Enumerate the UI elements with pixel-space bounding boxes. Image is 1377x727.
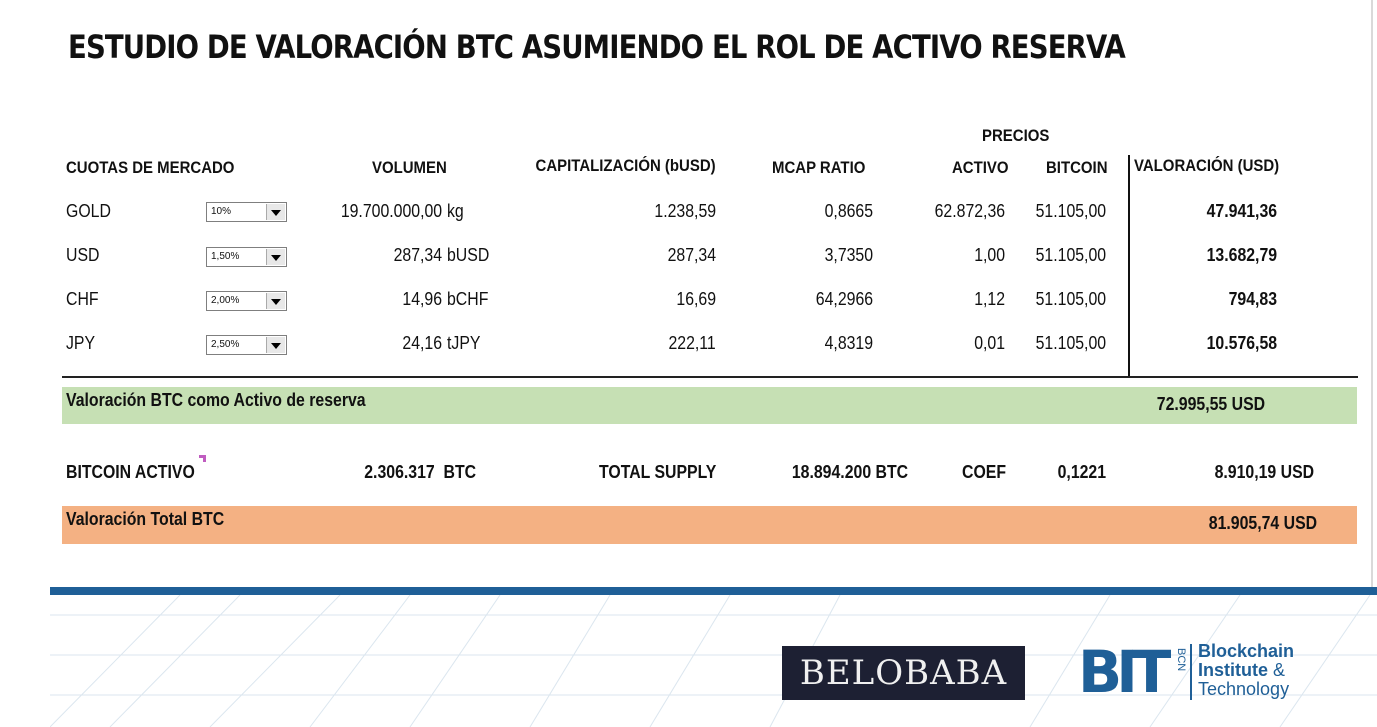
footer-lines-graphic (50, 595, 1377, 727)
total-amount: 81.905,74 (1208, 513, 1280, 533)
asset-price: 1,12 (974, 289, 1005, 309)
btc-price: 51.105,00 (1035, 201, 1106, 221)
volume-unit: bCHF (447, 289, 489, 309)
valuation-value: 794,83 (1228, 289, 1277, 309)
asset-price: 0,01 (974, 333, 1005, 353)
share-dropdown[interactable]: 10% (206, 202, 287, 222)
blockchain-institute-logo: BIT BCN Blockchain Institute & Technolog… (1078, 642, 1318, 704)
ratio-value: 64,2966 (815, 289, 873, 309)
volume-unit: bUSD (447, 245, 490, 265)
reserve-value: 72.995,55 (1156, 394, 1228, 414)
logo-text: Blockchain Institute & Technology (1198, 642, 1294, 699)
header-precios: PRECIOS (982, 126, 1050, 145)
btc-amount-unit: BTC (443, 462, 476, 482)
header-activo: ACTIVO (952, 158, 1009, 177)
share-dropdown[interactable]: 2,00% (206, 291, 287, 311)
btc-price: 51.105,00 (1035, 245, 1106, 265)
volume-value: 19.700.000,00 (340, 201, 442, 221)
asset-name: USD (66, 245, 100, 265)
chevron-down-icon[interactable] (266, 337, 285, 353)
btc-price: 51.105,00 (1035, 333, 1106, 353)
btc-usd-value: 8.910,19 (1214, 462, 1277, 482)
asset-price: 1,00 (974, 245, 1005, 265)
btc-usd-unit: USD (1280, 462, 1314, 482)
coef-value: 0,1221 (1057, 462, 1106, 482)
share-value: 2,00% (211, 295, 240, 306)
btc-price: 51.105,00 (1035, 289, 1106, 309)
valuation-value: 47.941,36 (1206, 201, 1277, 221)
bitcoin-activo-amount: 2.306.317 BTC (364, 462, 476, 483)
volume-value: 14,96 (402, 289, 442, 309)
reserve-band (62, 387, 1357, 424)
share-dropdown[interactable]: 2,50% (206, 335, 287, 355)
bit-mark: BIT (1078, 638, 1171, 706)
belobaba-logo: BELOBABA (782, 646, 1025, 700)
bit-bcn: BCN (1175, 648, 1187, 672)
bitcoin-activo-label: BITCOIN ACTIVO (66, 462, 195, 482)
ratio-value: 3,7350 (824, 245, 873, 265)
share-dropdown[interactable]: 1,50% (206, 247, 287, 267)
ratio-value: 4,8319 (824, 333, 873, 353)
volume-value: 287,34 (393, 245, 442, 265)
volume-value: 24,16 (402, 333, 442, 353)
valuation-value: 10.576,58 (1206, 333, 1277, 353)
chevron-down-icon[interactable] (266, 204, 285, 220)
cap-value: 222,11 (668, 333, 716, 353)
volume-unit: kg (447, 201, 464, 221)
comment-indicator-icon[interactable] (199, 455, 206, 462)
reserve-total: 72.995,55 USD (1157, 394, 1265, 415)
chevron-down-icon[interactable] (266, 249, 285, 265)
page-title: ESTUDIO DE VALORACIÓN BTC ASUMIENDO EL R… (68, 28, 1126, 66)
footer-bar (50, 587, 1377, 595)
supply-unit: BTC (875, 462, 908, 482)
cap-value: 16,69 (676, 289, 716, 309)
asset-name: JPY (66, 333, 96, 353)
table-divider (62, 376, 1358, 378)
header-bitcoin: BITCOIN (1046, 158, 1108, 177)
share-value: 1,50% (211, 251, 240, 262)
total-band (62, 506, 1357, 544)
total-label: Valoración Total BTC (66, 509, 225, 529)
header-mcap-ratio: MCAP RATIO (772, 158, 866, 177)
valuation-divider (1128, 155, 1130, 377)
btc-amount: 2.306.317 (364, 462, 435, 482)
cap-value: 1.238,59 (654, 201, 716, 221)
header-volumen: VOLUMEN (372, 158, 447, 177)
footer-pattern (50, 595, 1377, 727)
asset-name: CHF (66, 289, 99, 309)
logo-line3: Technology (1198, 679, 1290, 699)
total-unit: USD (1283, 513, 1317, 533)
bitcoin-activo-value: 8.910,19 USD (1214, 462, 1314, 483)
logo-amp: & (1273, 660, 1286, 680)
sheet-edge (1371, 0, 1373, 590)
header-valoracion: VALORACIÓN (USD) (1134, 156, 1280, 175)
cap-value: 287,34 (667, 245, 716, 265)
valuation-value: 13.682,79 (1206, 245, 1277, 265)
logo-separator (1190, 644, 1192, 700)
total-supply: 18.894.200 BTC (792, 462, 908, 483)
asset-name: GOLD (66, 201, 111, 221)
header-cuotas: CUOTAS DE MERCADO (66, 158, 235, 177)
supply-value: 18.894.200 (791, 462, 872, 482)
ratio-value: 0,8665 (824, 201, 873, 221)
logo-line2: Institute (1198, 660, 1268, 680)
header-capitalizacion: CAPITALIZACIÓN (bUSD) (535, 156, 716, 175)
share-value: 2,50% (211, 339, 240, 350)
chevron-down-icon[interactable] (266, 293, 285, 309)
reserve-unit: USD (1231, 394, 1265, 414)
volume-unit: tJPY (447, 333, 481, 353)
asset-price: 62.872,36 (934, 201, 1005, 221)
coef-label: COEF (961, 462, 1006, 482)
share-value: 10% (211, 206, 232, 217)
logo-line1: Blockchain (1198, 641, 1295, 661)
reserve-label: Valoración BTC como Activo de reserva (66, 390, 366, 410)
total-value: 81.905,74 USD (1209, 513, 1317, 534)
total-supply-label: TOTAL SUPPLY (598, 462, 716, 482)
